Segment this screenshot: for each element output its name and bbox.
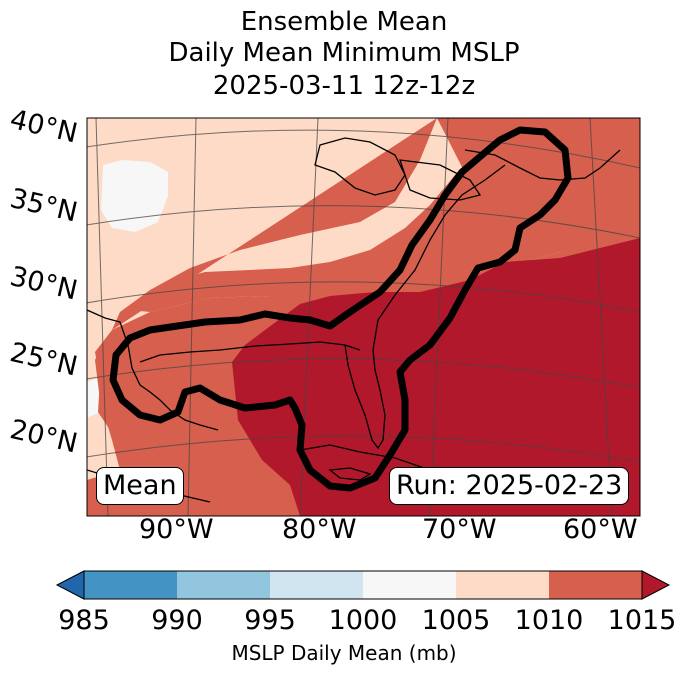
colorbar-tick-1005: 1005 [421, 605, 491, 636]
colorbar-bin-1000-1005 [363, 571, 456, 599]
colorbar-tick-1015: 1015 [607, 605, 677, 636]
lon-label-70: 70°W [422, 514, 497, 545]
pressure-band-1000-1005-edge [87, 378, 100, 418]
lon-label-80: 80°W [282, 514, 357, 545]
title-line-2: Daily Mean Minimum MSLP [168, 38, 520, 68]
colorbar-frame [83, 570, 643, 600]
colorbar-tick-985: 985 [58, 605, 110, 636]
colorbar-extend-high [641, 570, 671, 600]
mean-label: Mean [96, 467, 184, 505]
title-line-3: 2025-03-11 12z-12z [212, 71, 476, 101]
run-label: Run: 2025-02-23 [389, 467, 630, 505]
colorbar-label: MSLP Daily Mean (mb) [231, 641, 457, 665]
title-line-1: Ensemble Mean [240, 7, 448, 37]
colorbar-bin-990-995 [177, 571, 270, 599]
colorbar-tick-1010: 1010 [514, 605, 584, 636]
colorbar-tick-995: 995 [244, 605, 296, 636]
pressure-band-1000-1005 [101, 160, 168, 232]
colorbar-tick-1000: 1000 [328, 605, 398, 636]
map-frame [86, 117, 641, 517]
lon-label-60: 60°W [563, 514, 638, 545]
colorbar-extend-low [55, 570, 85, 600]
mslp-contour [109, 126, 572, 492]
colorbar-tick-990: 990 [151, 605, 203, 636]
colorbar-bin-985-990 [84, 571, 177, 599]
lon-label-90: 90°W [139, 514, 214, 545]
colorbar-bin-1005-1010 [456, 571, 549, 599]
colorbar-bin-995-1000 [270, 571, 363, 599]
colorbar-bin-1010-1015 [549, 571, 642, 599]
